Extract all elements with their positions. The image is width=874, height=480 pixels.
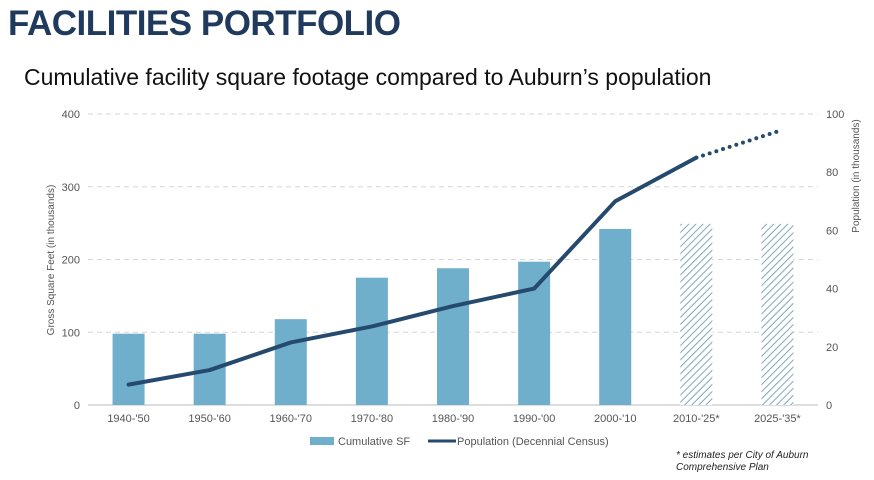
bar-1970-'80 — [355, 277, 388, 405]
y2-tick-label: 20 — [826, 342, 838, 354]
legend-label-population: Population (Decennial Census) — [457, 436, 609, 448]
x-tick-label: 1990-'00 — [513, 413, 555, 425]
legend: Cumulative SF Population (Decennial Cens… — [310, 436, 609, 448]
x-tick-label: 1980-'90 — [432, 413, 474, 425]
x-tick-label: 1960-'70 — [270, 413, 312, 425]
legend-swatch-bar — [310, 437, 334, 445]
bar-2025-'35* — [761, 223, 794, 405]
x-tick-label: 1970-'80 — [351, 413, 393, 425]
y-tick-label: 200 — [62, 255, 80, 267]
y-tick-label: 100 — [62, 327, 80, 339]
x-tick-label: 2000-'10 — [594, 413, 636, 425]
y2-tick-label: 0 — [826, 400, 832, 412]
page-title: FACILITIES PORTFOLIO — [8, 4, 401, 43]
bar-2000-'10 — [599, 228, 632, 405]
y2-tick-label: 60 — [826, 225, 838, 237]
population-line — [126, 155, 699, 387]
legend-label-sf: Cumulative SF — [338, 436, 410, 448]
x-tick-label: 2025-'35* — [754, 413, 801, 425]
x-tick-label: 1950-'60 — [188, 413, 230, 425]
x-tick-label: 1940-'50 — [107, 413, 149, 425]
chart-subtitle: Cumulative facility square footage compa… — [24, 64, 712, 90]
x-tick-label: 2010-'25* — [673, 413, 720, 425]
bar-2010-'25* — [680, 223, 713, 405]
footnote: * estimates per City of Auburn Comprehen… — [676, 450, 809, 473]
y2-tick-label: 40 — [826, 284, 838, 296]
y2-tick-label: 100 — [826, 109, 844, 121]
y-tick-label: 400 — [62, 109, 80, 121]
y2-tick-label: 80 — [826, 167, 838, 179]
y-tick-label: 0 — [74, 400, 80, 412]
population-line-estimated — [694, 129, 780, 160]
bar-1990-'00 — [518, 261, 551, 405]
y-axis-label: Gross Square Feet (in thousands) — [46, 185, 57, 336]
bar-1960-'70 — [274, 319, 307, 405]
y2-axis-label: Population (in thousands) — [851, 119, 862, 232]
bar-1980-'90 — [437, 268, 469, 405]
y-tick-label: 300 — [62, 182, 80, 194]
bar-1940-'50 — [112, 333, 145, 405]
